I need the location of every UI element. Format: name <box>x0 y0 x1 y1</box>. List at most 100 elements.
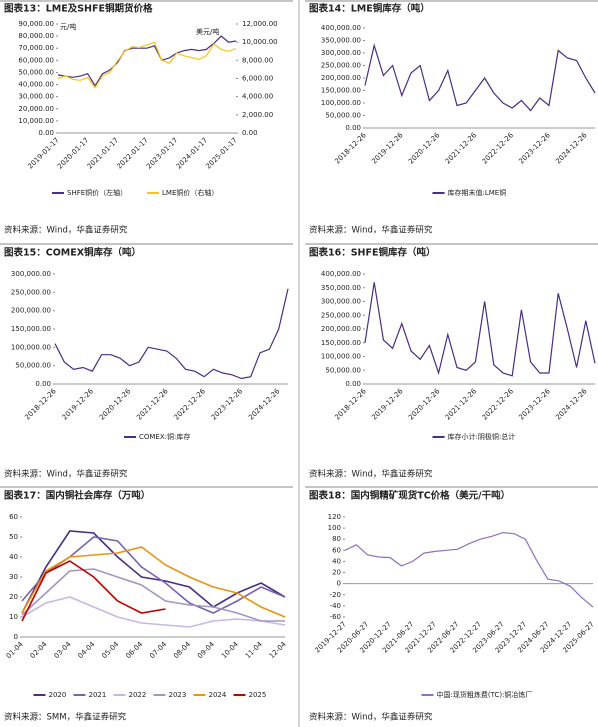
x-tick-label: 2019-12-26 <box>370 387 405 422</box>
y2-tick-label: 12,000.00 <box>242 20 278 28</box>
series-line <box>21 530 286 614</box>
y-tick-label: 300,000.00 <box>321 49 361 57</box>
y2-tick-label: 8,000.00 <box>242 56 273 64</box>
legend-label: 库存小计:阴极铜:总计 <box>448 432 516 441</box>
x-tick-label: 2022-12-26 <box>173 387 208 422</box>
y-tick-label: 50,000.00 <box>18 68 54 76</box>
y-tick-label: 100,000.00 <box>321 99 361 107</box>
series-line <box>57 41 237 89</box>
y-tick-label: 400,000.00 <box>321 24 361 32</box>
y-tick-label: 60 <box>9 513 18 521</box>
legend-label: 2021 <box>89 691 107 699</box>
y-tick-label: 50,000.00 <box>325 366 361 374</box>
x-tick-label: 2023-12-26 <box>517 131 552 166</box>
source-note: 资料来源：Wind，华鑫证券研究 <box>309 712 433 723</box>
x-tick-label: 2023-12-26 <box>517 387 552 422</box>
y-tick-label: 250,000.00 <box>11 288 51 296</box>
y-tick-label: 0.00 <box>345 380 361 388</box>
y-tick-label: 350,000.00 <box>321 284 361 292</box>
series-line <box>21 568 285 622</box>
x-tick-label: 07-04 <box>148 640 168 660</box>
y-tick-label: 150,000.00 <box>321 339 361 347</box>
source-note: 资料来源：Wind，华鑫证券研究 <box>309 469 433 480</box>
x-tick-label: 05-04 <box>100 640 120 660</box>
y-tick-label: -40 <box>330 602 341 610</box>
y-tick-label: 10,000.00 <box>18 117 54 125</box>
y2-tick-label: 0.00 <box>242 129 258 137</box>
annotation: 美元/吨 <box>196 27 219 36</box>
y-tick-label: 40,000.00 <box>18 81 54 89</box>
x-tick-label: 2018-12-26 <box>333 387 368 422</box>
y-tick-label: 0 <box>337 580 341 588</box>
series-line <box>57 35 237 87</box>
y-tick-label: 10 <box>9 613 18 621</box>
y2-tick-label: 10,000.00 <box>242 38 278 46</box>
series-line <box>21 536 286 614</box>
chart-title: 图表18：国内铜精矿现货TC价格（美元/干吨） <box>309 490 510 502</box>
y-tick-label: 80,000.00 <box>18 32 54 40</box>
x-tick-label: 2021-12-26 <box>444 387 479 422</box>
y-tick-label: 200,000.00 <box>321 74 361 82</box>
y-tick-label: 20 <box>332 569 341 577</box>
source-note: 资料来源：Wind，华鑫证券研究 <box>4 469 128 480</box>
y-tick-label: 200,000.00 <box>11 307 51 315</box>
y2-tick-label: 4,000.00 <box>242 93 273 101</box>
x-tick-label: 03-04 <box>53 640 73 660</box>
chart-title: 图表17：国内铜社会库存（万吨） <box>4 490 150 502</box>
legend-label: 2023 <box>169 691 187 699</box>
series-line <box>21 546 286 618</box>
y-tick-label: 250,000.00 <box>321 62 361 70</box>
x-tick-label: 2021-12-26 <box>444 131 479 166</box>
series-line <box>21 560 166 622</box>
y-tick-label: 200,000.00 <box>321 325 361 333</box>
y-tick-label: 150,000.00 <box>321 87 361 95</box>
chart-title: 图表13：LME及SHFE铜期货价格 <box>4 3 153 15</box>
legend-label: 2024 <box>209 691 227 699</box>
x-tick-label: 2020-12-26 <box>98 387 133 422</box>
series-line <box>54 288 289 380</box>
y-tick-label: 0.00 <box>35 380 51 388</box>
y-tick-label: 0.00 <box>38 129 54 137</box>
x-tick-label: 06-04 <box>124 640 144 660</box>
x-tick-label: 2020-12-26 <box>407 387 442 422</box>
series-line <box>21 596 286 628</box>
source-note: 资料来源：Wind，华鑫证券研究 <box>309 225 433 236</box>
legend-label: LME铜价（右轴） <box>162 188 218 197</box>
y-tick-label: 0 <box>14 633 18 641</box>
x-tick-label: 2018-12-26 <box>23 387 58 422</box>
x-tick-label: 2025-01-17 <box>204 136 238 170</box>
x-tick-label: 2023-12-26 <box>210 387 245 422</box>
y-tick-label: 50,000.00 <box>15 362 51 370</box>
x-tick-label: 2018-12-26 <box>333 131 368 166</box>
y-tick-label: 20 <box>9 593 18 601</box>
y-tick-label: 100 <box>328 524 341 532</box>
x-tick-label: 08-04 <box>172 640 192 660</box>
legend-label: 中国:现货粗炼费(TC):铜冶炼厂 <box>437 690 533 699</box>
source-note: 资料来源：Wind，华鑫证券研究 <box>4 225 128 236</box>
x-tick-label: 01-04 <box>5 640 25 660</box>
chart-title: 图表16：SHFE铜库存（吨） <box>309 247 436 259</box>
x-tick-label: 2019-12-26 <box>370 131 405 166</box>
y-tick-label: 60,000.00 <box>18 56 54 64</box>
x-tick-label: 02-04 <box>29 640 49 660</box>
legend-label: 库存期末值:LME铜 <box>448 188 507 197</box>
y-tick-label: 250,000.00 <box>321 311 361 319</box>
annotation: 元/吨 <box>60 22 76 31</box>
legend-label: COMEX:铜:库存 <box>139 432 190 441</box>
y-tick-label: -60 <box>330 613 341 621</box>
y-tick-label: 30 <box>9 573 18 581</box>
x-tick-label: 09-04 <box>196 640 216 660</box>
y-tick-label: 60 <box>332 546 341 554</box>
x-tick-label: 2020-12-26 <box>407 131 442 166</box>
y-tick-label: 120 <box>328 513 341 521</box>
y2-tick-label: 2,000.00 <box>242 111 273 119</box>
y-tick-label: 80 <box>332 535 341 543</box>
y-tick-label: 20,000.00 <box>18 105 54 113</box>
x-tick-label: 10-04 <box>220 640 240 660</box>
series-line <box>344 531 594 608</box>
y-tick-label: 70,000.00 <box>18 44 54 52</box>
y-tick-label: 50,000.00 <box>325 112 361 120</box>
x-tick-label: 2022-12-26 <box>481 387 516 422</box>
x-tick-label: 2019-12-26 <box>61 387 96 422</box>
chart-title: 图表15：COMEX铜库存（吨） <box>4 247 141 259</box>
